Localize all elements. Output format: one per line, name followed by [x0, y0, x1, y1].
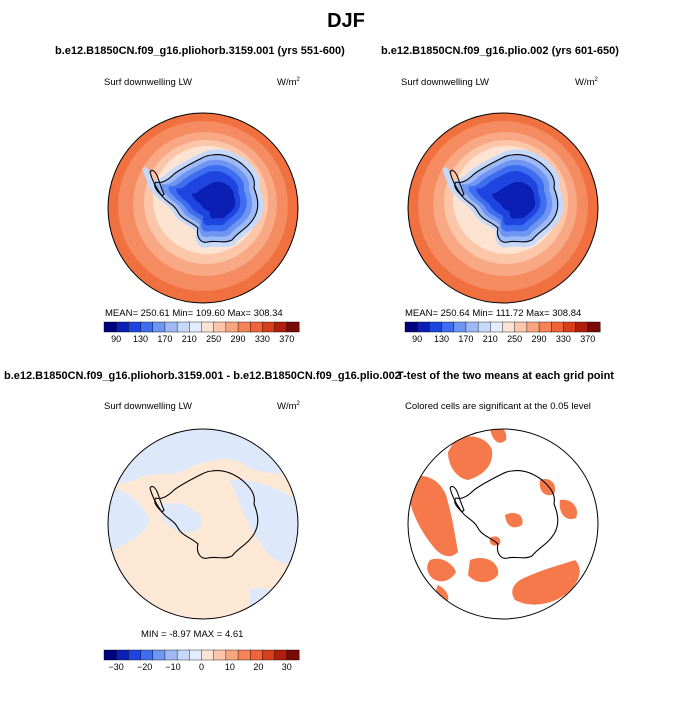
panel-1-colorbar-swatch — [152, 321, 166, 333]
panel-2-colorbar-swatch — [514, 321, 528, 333]
panel-3-colorbar-swatch — [128, 649, 142, 661]
panel-1-colorbar-swatch — [286, 321, 300, 333]
panel-2-colorbar-tick-label: 90 — [412, 334, 422, 344]
panel-3-colorbar-swatch — [103, 649, 117, 661]
panel-3-colorbar-swatch — [286, 649, 300, 661]
panel-3-units: W/m2 — [277, 401, 300, 413]
panel-2-colorbar-swatch — [429, 321, 443, 333]
panel-1-colorbar-tick-label: 210 — [182, 334, 197, 344]
panel-2-stats: MEAN= 250.64 Min= 111.72 Max= 308.84 — [405, 308, 582, 319]
panel-2-colorbar-tick-label: 250 — [507, 334, 522, 344]
panel-1-units: W/m2 — [277, 77, 300, 89]
panel-2-colorbar-swatch — [538, 321, 552, 333]
panel-3-colorbar-swatch — [164, 649, 178, 661]
panel-1-colorbar-tick-label: 330 — [255, 334, 270, 344]
panel-1-colorbar-swatch — [250, 321, 263, 333]
panel-3-title: b.e12.B1850CN.f09_g16.pliohorb.3159.001 … — [4, 370, 401, 382]
panel-2-colorbar-swatch — [526, 321, 540, 333]
panel-3-colorbar-swatch — [237, 649, 251, 661]
panel-2-colorbar-swatch — [502, 321, 516, 333]
panel-2-colorbar-swatch — [490, 321, 504, 333]
panel-2-colorbar-swatch — [465, 321, 479, 333]
panel-1-colorbar-swatch — [115, 321, 129, 333]
panel-1-colorbar-tick-label: 130 — [133, 334, 148, 344]
panel-3-colorbar-swatch — [274, 649, 288, 661]
panel-2-map — [407, 112, 599, 304]
panel-3-colorbar-tick-label: −30 — [109, 662, 124, 672]
panel-2-colorbar-swatch — [416, 321, 430, 333]
panel-2-colorbar-tick-label: 170 — [458, 334, 473, 344]
panel-1-colorbar-swatch — [103, 321, 117, 333]
panel-1-colorbar-swatch — [128, 321, 142, 333]
panel-1-colorbar-swatch — [225, 321, 239, 333]
panel-3-colorbar-swatch — [189, 649, 203, 661]
panel-2-colorbar-swatch — [551, 321, 564, 333]
panel-1-colorbar-tick-label: 290 — [231, 334, 246, 344]
panel-1-colorbar-tick-label: 250 — [206, 334, 221, 344]
panel-3-stats: MIN = -8.97 MAX = 4.61 — [141, 629, 244, 640]
panel-4-title: T-test of the two means at each grid poi… — [397, 370, 614, 382]
panel-3-colorbar-swatch — [115, 649, 129, 661]
panel-1-colorbar-swatch — [176, 321, 190, 333]
panel-1-colorbar-swatch — [262, 321, 276, 333]
panel-3-map — [107, 428, 299, 620]
panel-3-colorbar-swatch — [176, 649, 190, 661]
panel-2-title: b.e12.B1850CN.f09_g16.plio.002 (yrs 601-… — [381, 45, 619, 57]
panel-3-subtitle: Surf downwelling LW — [104, 401, 193, 412]
panel-3-colorbar-tick-label: 10 — [225, 662, 235, 672]
panel-3-colorbar-swatch — [201, 649, 215, 661]
panel-1-subtitle: Surf downwelling LW — [104, 77, 193, 88]
panel-2-colorbar-tick-label: 130 — [434, 334, 449, 344]
panel-2-colorbar: 90 130 170 210 250 290 330 370 — [404, 321, 601, 344]
panel-2-colorbar-tick-label: 370 — [580, 334, 595, 344]
panel-2-colorbar-swatch — [477, 321, 491, 333]
panel-3-colorbar-tick-label: −20 — [137, 662, 152, 672]
panel-2-colorbar-swatch — [575, 321, 589, 333]
panel-1-colorbar: 90 130 170 210 250 290 330 370 — [103, 321, 300, 344]
panel-4-subtitle: Colored cells are significant at the 0.0… — [405, 401, 591, 412]
panel-2-colorbar-swatch — [563, 321, 577, 333]
panel-2-colorbar-tick-label: 210 — [483, 334, 498, 344]
panel-1-colorbar-swatch — [189, 321, 203, 333]
panel-3-colorbar-swatch — [140, 649, 154, 661]
panel-1-colorbar-tick-label: 170 — [157, 334, 172, 344]
panel-3-colorbar-swatch — [213, 649, 227, 661]
panel-1-colorbar-tick-label: 90 — [111, 334, 121, 344]
panel-3-colorbar-swatch — [152, 649, 166, 661]
panel-1-title: b.e12.B1850CN.f09_g16.pliohorb.3159.001 … — [55, 45, 345, 57]
panel-1-colorbar-swatch — [213, 321, 227, 333]
panel-2-colorbar-swatch — [441, 321, 455, 333]
figure-title: DJF — [327, 10, 365, 32]
panel-3-colorbar-swatch — [225, 649, 239, 661]
panel-1-map — [107, 112, 299, 304]
panel-2-colorbar-swatch — [587, 321, 601, 333]
panel-3-colorbar: −30 −20 −10 0 10 20 30 — [103, 649, 300, 672]
panel-1-colorbar-tick-label: 370 — [279, 334, 294, 344]
panel-2-units: W/m2 — [575, 77, 598, 89]
panel-3-colorbar-tick-label: 30 — [282, 662, 292, 672]
panel-1-colorbar-swatch — [274, 321, 288, 333]
panel-3-colorbar-tick-label: −10 — [165, 662, 180, 672]
panel-3-colorbar-tick-label: 20 — [253, 662, 263, 672]
panel-1-colorbar-swatch — [237, 321, 251, 333]
panel-2-colorbar-tick-label: 330 — [556, 334, 571, 344]
panel-2-colorbar-swatch — [453, 321, 467, 333]
panel-1-colorbar-swatch — [140, 321, 154, 333]
panel-1-stats: MEAN= 250.61 Min= 109.60 Max= 308.34 — [105, 308, 283, 319]
panel-2-colorbar-swatch — [404, 321, 418, 333]
panel-3-colorbar-swatch — [262, 649, 276, 661]
panel-2-subtitle: Surf downwelling LW — [401, 77, 490, 88]
panel-4-map — [407, 428, 599, 620]
panel-1-colorbar-swatch — [201, 321, 215, 333]
panel-3-colorbar-tick-label: 0 — [199, 662, 204, 672]
panel-2-colorbar-tick-label: 290 — [532, 334, 547, 344]
panel-3-colorbar-swatch — [250, 649, 263, 661]
panel-1-colorbar-swatch — [164, 321, 178, 333]
